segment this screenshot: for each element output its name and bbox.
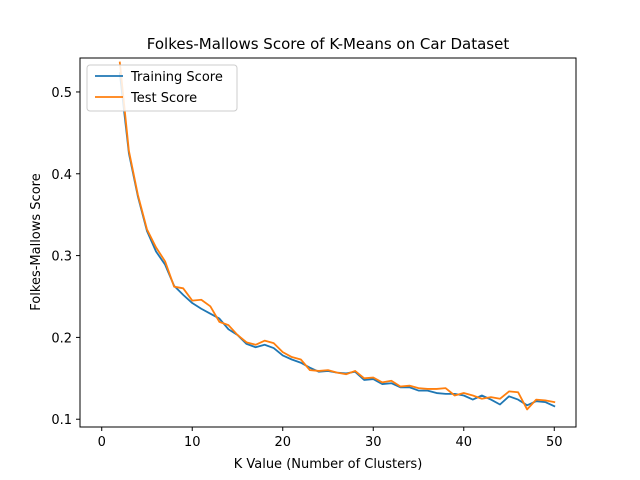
legend-label-training: Training Score (130, 70, 223, 85)
x-tick-label: 50 (546, 435, 563, 450)
y-tick-label: 0.5 (51, 86, 72, 101)
x-tick-label: 10 (184, 435, 201, 450)
plot-frame (79, 57, 577, 428)
x-axis-label: K Value (Number of Clusters) (234, 457, 423, 472)
x-tick-label: 20 (274, 435, 291, 450)
y-tick-label: 0.4 (51, 168, 72, 183)
chart-title: Folkes-Mallows Score of K-Means on Car D… (147, 35, 510, 53)
x-axis: 0 10 20 30 40 50 (98, 427, 563, 450)
legend-box (86, 64, 238, 112)
legend-label-test: Test Score (130, 91, 197, 106)
plot-area (118, 61, 556, 411)
legend: Training Score Test Score (86, 64, 238, 112)
x-tick-label: 40 (455, 435, 472, 450)
y-tick-label: 0.3 (51, 250, 72, 265)
x-tick-label: 0 (98, 435, 106, 450)
y-axis: 0.1 0.2 0.3 0.4 0.5 (51, 86, 80, 428)
series-line-test (118, 61, 556, 411)
x-tick-label: 30 (365, 435, 382, 450)
y-tick-label: 0.2 (51, 331, 72, 346)
y-axis-label: Folkes-Mallows Score (29, 173, 44, 310)
y-tick-label: 0.1 (51, 413, 72, 428)
